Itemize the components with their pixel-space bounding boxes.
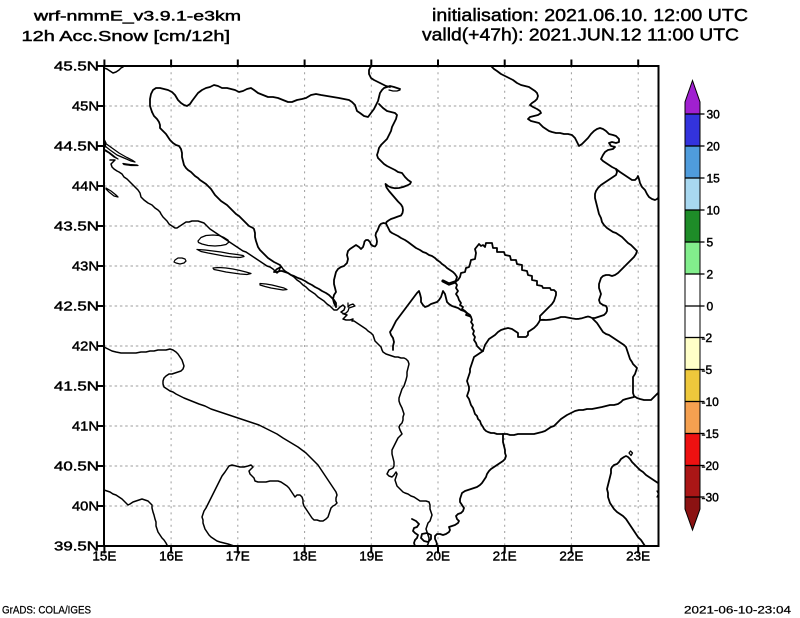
svg-text:2021-06-10-23:04: 2021-06-10-23:04: [684, 605, 791, 617]
svg-text:42.5N: 42.5N: [54, 299, 99, 314]
svg-text:18E: 18E: [293, 549, 317, 564]
svg-text:23E: 23E: [626, 549, 650, 564]
svg-text:15E: 15E: [92, 549, 116, 564]
svg-text:10: 10: [707, 204, 721, 218]
svg-text:22E: 22E: [559, 549, 583, 564]
svg-text:17E: 17E: [226, 549, 250, 564]
svg-text:5: 5: [707, 236, 714, 250]
svg-text:-2: -2: [702, 331, 713, 345]
svg-text:40N: 40N: [72, 499, 99, 514]
svg-text:-5: -5: [702, 363, 713, 377]
svg-text:39.5N: 39.5N: [54, 539, 99, 554]
svg-text:wrf-nmmE_v3.9.1-e3km: wrf-nmmE_v3.9.1-e3km: [33, 9, 241, 24]
svg-text:41N: 41N: [72, 419, 99, 434]
svg-text:0: 0: [707, 300, 714, 314]
svg-text:16E: 16E: [159, 549, 183, 564]
svg-text:valld(+47h): 2021.JUN.12 11:00: valld(+47h): 2021.JUN.12 11:00 UTC: [422, 25, 739, 45]
svg-text:44N: 44N: [72, 179, 99, 194]
svg-text:-20: -20: [702, 459, 720, 473]
svg-text:40.5N: 40.5N: [54, 459, 99, 474]
svg-text:initialisation: 2021.06.10. 1: initialisation: 2021.06.10. 12:00 UTC: [432, 5, 748, 25]
svg-text:15: 15: [707, 172, 721, 186]
svg-text:21E: 21E: [493, 549, 517, 564]
svg-text:GrADS: COLA/IGES: GrADS: COLA/IGES: [2, 605, 91, 617]
svg-text:41.5N: 41.5N: [54, 379, 99, 394]
svg-text:30: 30: [707, 108, 721, 122]
svg-text:12h Acc.Snow [cm/12h]: 12h Acc.Snow [cm/12h]: [22, 28, 231, 45]
svg-text:20: 20: [707, 140, 721, 154]
svg-text:43N: 43N: [72, 259, 99, 274]
svg-text:42N: 42N: [72, 339, 99, 354]
svg-text:44.5N: 44.5N: [54, 139, 99, 154]
svg-text:45N: 45N: [72, 99, 99, 114]
svg-text:45.5N: 45.5N: [54, 59, 99, 74]
svg-text:20E: 20E: [426, 549, 450, 564]
svg-text:-30: -30: [702, 491, 720, 505]
svg-text:43.5N: 43.5N: [54, 219, 99, 234]
svg-text:-10: -10: [702, 395, 720, 409]
svg-text:2: 2: [707, 268, 714, 282]
svg-text:19E: 19E: [359, 549, 383, 564]
svg-text:-15: -15: [702, 427, 720, 441]
